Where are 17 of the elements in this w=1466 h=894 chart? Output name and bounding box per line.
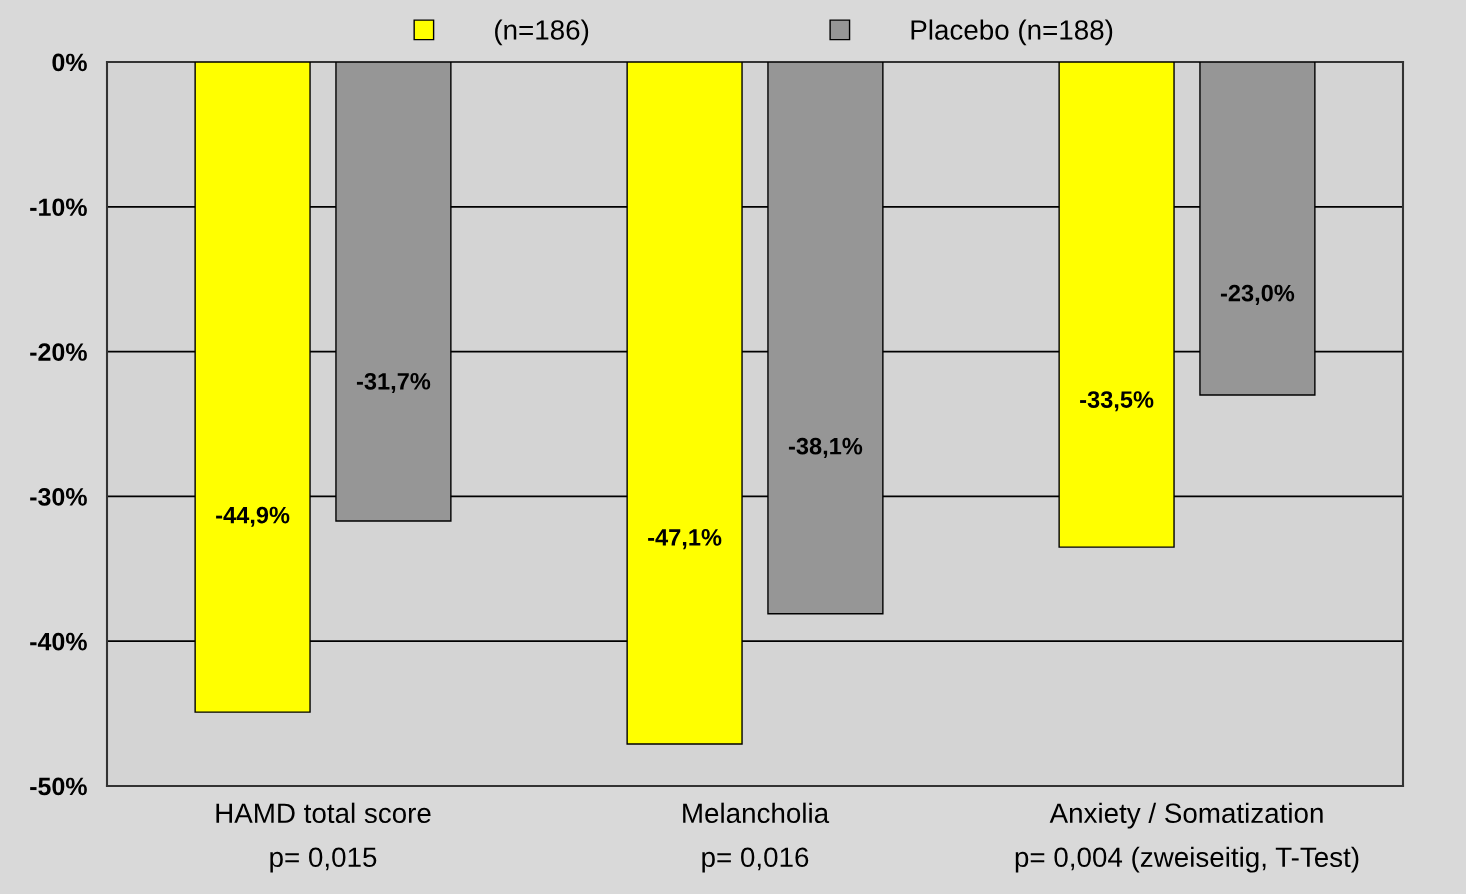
y-tick-label: -20% [30, 343, 87, 361]
y-tick-label: -40% [30, 632, 87, 651]
legend-label: Placebo (n=188) [911, 19, 1113, 46]
data-label: -38,1% [788, 437, 863, 458]
y-tick-label: -10% [30, 198, 87, 217]
y-tick-label: -30% [30, 488, 87, 506]
x-tick-label: Melancholia p= 0,016 [683, 802, 830, 873]
data-label: -31,7% [356, 372, 431, 394]
data-label: -44,9% [216, 506, 290, 527]
data-label: -47,1% [648, 529, 722, 550]
x-tick-label: Anxiety / Somatization p= 0,004 (zweiseitig, T-Test) [1015, 802, 1359, 873]
data-label: -33,5% [1080, 391, 1154, 412]
data-label: -23,0% [1220, 284, 1295, 305]
y-tick-label: 0% [52, 53, 87, 72]
x-tick-label: HAMD total score p= 0,015 [216, 802, 431, 873]
legend-label: (n=186) [495, 19, 589, 46]
y-tick-label: -50% [30, 777, 87, 796]
